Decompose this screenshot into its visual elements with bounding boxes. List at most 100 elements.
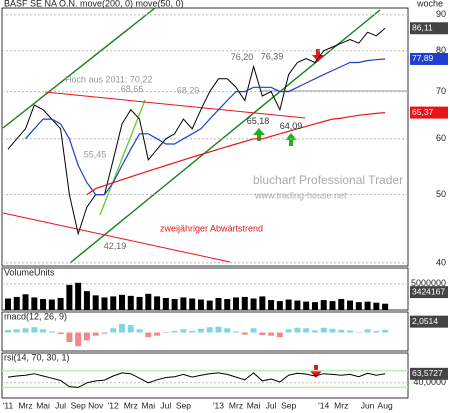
x-tick-label: Sep — [176, 400, 191, 410]
bar — [171, 299, 178, 310]
bar — [329, 301, 336, 310]
bar — [136, 296, 143, 310]
bar — [92, 332, 99, 336]
annotation: 68,66 — [121, 84, 144, 94]
x-tick-label: Mrz — [334, 400, 348, 410]
bar — [197, 328, 204, 333]
x-tick-label: Sep — [281, 400, 296, 410]
bar — [40, 299, 47, 310]
bar — [127, 295, 134, 310]
x-tick-label: Jul — [160, 400, 171, 410]
bar — [233, 297, 240, 310]
annotation: 76,39 — [261, 51, 284, 61]
bar — [40, 329, 47, 333]
y-tick-label: 90 — [436, 9, 446, 19]
bar — [303, 328, 310, 333]
bar — [276, 332, 283, 338]
bar — [66, 284, 73, 310]
bar — [101, 297, 108, 310]
annotation: 76,20 — [231, 52, 254, 62]
bar — [162, 332, 169, 334]
bar — [311, 330, 318, 333]
bar — [13, 296, 20, 310]
panel-frames — [1, 7, 409, 399]
annotation: www.trading-house.net — [254, 190, 347, 200]
y-tick-label: 40,0000 — [413, 377, 446, 387]
bar — [57, 297, 64, 310]
bar — [215, 297, 222, 310]
bar — [110, 296, 117, 310]
x-tick-label: Jul — [55, 400, 66, 410]
bar — [145, 332, 152, 338]
bar — [382, 303, 389, 310]
annotation: 64,09 — [280, 121, 303, 131]
bar — [347, 330, 354, 333]
x-tick-label: '11 — [3, 400, 14, 410]
bar — [48, 331, 55, 333]
bar — [83, 332, 90, 341]
bar — [276, 301, 283, 310]
end-label: 65,37 — [412, 107, 434, 117]
annotation: 55,45 — [84, 149, 107, 159]
bar — [31, 327, 38, 333]
bar — [364, 301, 371, 310]
bar — [364, 329, 371, 333]
low-arrows — [253, 128, 297, 146]
y-tick-label: 80 — [436, 45, 446, 55]
trend-lines — [2, 91, 306, 263]
y-tick-label: 60 — [436, 133, 446, 143]
bar — [311, 302, 318, 310]
bar — [66, 332, 73, 343]
bar — [119, 294, 126, 310]
bar — [338, 329, 345, 333]
annotation: zweijähriger Abwärtstrend — [160, 223, 263, 233]
bar — [13, 329, 20, 333]
volume-title: VolumeUnits — [4, 267, 55, 277]
bar — [250, 328, 257, 333]
end-label-box — [410, 52, 448, 65]
bar — [180, 329, 187, 333]
bar — [206, 327, 213, 333]
price-line — [7, 27, 386, 236]
trend-channels — [2, 7, 381, 264]
end-label-box — [410, 286, 448, 299]
x-tick-label: Mai — [36, 400, 50, 410]
bar — [197, 299, 204, 310]
overbought-band — [2, 369, 408, 372]
bar — [241, 296, 248, 310]
x-tick-label: Mrz — [18, 400, 32, 410]
bar — [338, 299, 345, 310]
bar — [320, 300, 327, 310]
bar — [31, 297, 38, 310]
x-tick-label: Mrz — [124, 400, 138, 410]
bar — [110, 328, 117, 333]
x-tick-label: Jul — [266, 400, 277, 410]
bar — [215, 326, 222, 333]
bar — [285, 329, 292, 333]
x-tick-label: '12 — [108, 400, 119, 410]
bar — [224, 299, 231, 310]
end-label: 63,5727 — [412, 368, 443, 378]
end-label-box — [410, 106, 448, 119]
rsi-title: rsi(14, 70, 30, 1) — [4, 352, 70, 362]
bar — [189, 298, 196, 310]
bar — [154, 332, 161, 336]
bar — [268, 300, 275, 310]
bar — [154, 296, 161, 310]
x-tick-label: '14 — [318, 400, 329, 410]
bar — [101, 332, 108, 334]
end-label: 2,0514 — [412, 316, 438, 326]
bar — [48, 299, 55, 310]
bar — [373, 330, 380, 333]
bar — [373, 302, 380, 310]
x-tick-label: Aug — [378, 400, 393, 410]
annotation: 65,18 — [247, 116, 270, 126]
oversold-band — [2, 386, 408, 389]
bar — [355, 331, 362, 333]
end-label: 86,11 — [412, 23, 433, 33]
bar — [75, 282, 82, 310]
bar — [233, 331, 240, 333]
x-tick-label: Sep — [71, 400, 86, 410]
